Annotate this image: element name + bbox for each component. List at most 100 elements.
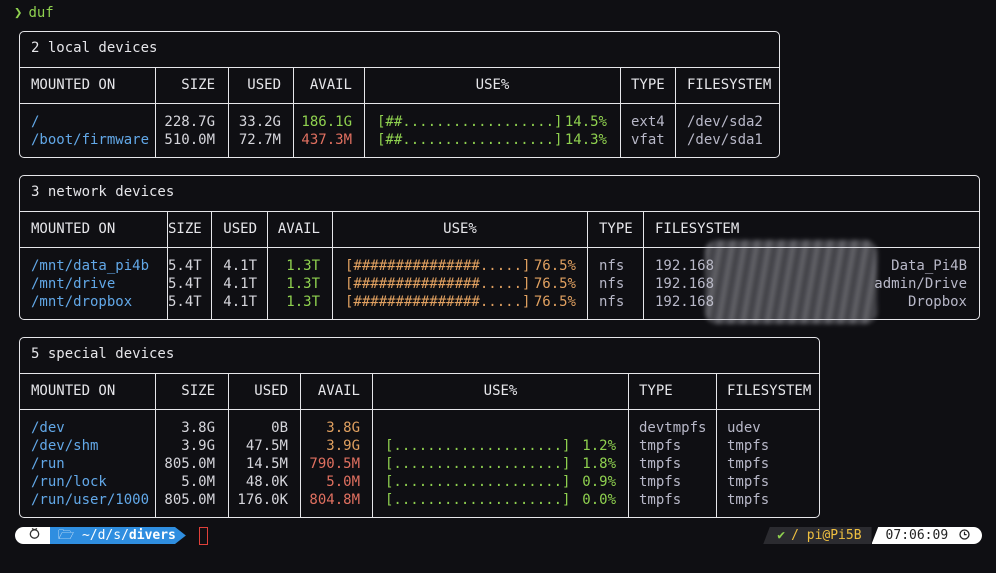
fs-type: tmpfs (639, 438, 682, 454)
used-value: 14.5M (245, 456, 288, 472)
avail-value: 5.0M (326, 474, 360, 490)
fs-type: nfs (599, 276, 625, 292)
clock-time: 07:06:09 (885, 528, 949, 543)
fs-type: devtmpfs (639, 420, 707, 436)
column-header-use-percent[interactable]: USE% (443, 221, 477, 237)
mount-point[interactable]: /boot/firmware (31, 132, 150, 148)
filesystem-device: /dev/sda2 (687, 114, 763, 130)
column-header-use-percent[interactable]: USE% (483, 383, 518, 399)
column-header-size[interactable]: SIZE (168, 221, 202, 237)
column-header-used[interactable]: USED (254, 383, 288, 399)
used-value: 33.2G (238, 114, 281, 130)
column-header-avail[interactable]: AVAIL (317, 383, 360, 399)
column-header-type[interactable]: TYPE (639, 383, 673, 399)
filesystem-device: udev (727, 420, 761, 436)
used-value: 4.1T (223, 294, 257, 310)
column-header-size[interactable]: SIZE (181, 383, 215, 399)
mount-point[interactable]: / (31, 114, 40, 130)
usage-percent: 76.5% (533, 258, 576, 274)
user-host-segment: ✔ / pi@Pi5B (763, 527, 872, 544)
network-devices-table: 3 network devices MOUNTED ON SIZE USED A… (19, 175, 980, 320)
column-header-filesystem[interactable]: FILESYSTEM (687, 77, 772, 93)
usage-bar: [##..................] (377, 132, 563, 148)
table-title: 5 special devices (31, 346, 175, 362)
filesystem-device: tmpfs (727, 438, 770, 454)
fs-type: vfat (631, 132, 665, 148)
filesystem-prefix: 192.168 (655, 294, 715, 310)
column-header-mounted-on[interactable]: MOUNTED ON (31, 221, 116, 237)
size-value: 5.0M (181, 474, 215, 490)
filesystem-prefix: 192.168 (655, 276, 715, 292)
filesystem-suffix: Data_Pi4B (891, 258, 967, 274)
usage-percent: 1.8% (582, 456, 616, 472)
avail-value: 790.5M (309, 456, 360, 472)
check-icon: ✔ (777, 528, 786, 543)
avail-value: 186.1G (301, 114, 352, 130)
size-value: 228.7G (164, 114, 215, 130)
usage-bar: [....................] (385, 456, 571, 472)
usage-percent: 0.9% (582, 474, 616, 490)
path-current: divers (128, 528, 176, 543)
usage-bar: [###############.....] (345, 294, 531, 310)
size-value: 5.4T (168, 258, 202, 274)
used-value: 72.7M (238, 132, 281, 148)
used-value: 4.1T (223, 276, 257, 292)
filesystem-suffix: Dropbox (907, 294, 967, 310)
column-header-avail[interactable]: AVAIL (309, 77, 352, 93)
prompt-status-right: ✔ / pi@Pi5B 07:06:09 (763, 527, 982, 544)
column-header-type[interactable]: TYPE (631, 77, 665, 93)
used-value: 4.1T (223, 258, 257, 274)
filesystem-device: tmpfs (727, 474, 770, 490)
local-devices-table: 2 local devices MOUNTED ON SIZE USED AVA… (19, 31, 780, 158)
table-title: 3 network devices (31, 184, 175, 200)
path-prefix: ~/d/s/ (81, 528, 129, 543)
column-header-used[interactable]: USED (247, 77, 281, 93)
usage-bar: [....................] (385, 492, 571, 508)
fs-type: ext4 (631, 114, 665, 130)
mount-point[interactable]: /dev (31, 420, 65, 436)
mount-point[interactable]: /dev/shm (31, 438, 99, 454)
column-header-type[interactable]: TYPE (599, 221, 633, 237)
user-host: pi@Pi5B (806, 528, 862, 543)
separator: / (791, 528, 799, 543)
mount-point[interactable]: /run/user/1000 (31, 492, 150, 508)
filesystem-device: /dev/sda1 (687, 132, 763, 148)
filesystem-device: tmpfs (727, 492, 770, 508)
mount-point[interactable]: /mnt/data_pi4b (31, 258, 150, 274)
usage-percent: 76.5% (533, 294, 576, 310)
time-segment: 07:06:09 (871, 527, 982, 544)
used-value: 47.5M (245, 438, 288, 454)
prompt-status-left: 🗁 ~/d/s/divers (15, 527, 186, 544)
column-header-use-percent[interactable]: USE% (475, 77, 510, 93)
terminal-cursor[interactable] (199, 527, 208, 545)
column-header-filesystem[interactable]: FILESYSTEM (655, 221, 740, 237)
mount-point[interactable]: /run/lock (31, 474, 107, 490)
prompt-symbol: ❯ (14, 5, 23, 21)
cwd-path: 🗁 ~/d/s/divers (50, 527, 186, 544)
column-header-mounted-on[interactable]: MOUNTED ON (31, 383, 116, 399)
usage-bar: [##..................] (377, 114, 563, 130)
usage-percent: 76.5% (533, 276, 576, 292)
column-header-mounted-on[interactable]: MOUNTED ON (31, 77, 116, 93)
column-header-avail[interactable]: AVAIL (277, 221, 320, 237)
usage-percent: 1.2% (582, 438, 616, 454)
mount-point[interactable]: /mnt/drive (31, 276, 116, 292)
usage-bar: [###############.....] (345, 258, 531, 274)
fs-type: nfs (599, 294, 625, 310)
table-title: 2 local devices (31, 40, 158, 56)
usage-bar: [###############.....] (345, 276, 531, 292)
column-header-used[interactable]: USED (223, 221, 257, 237)
avail-value: 1.3T (286, 276, 320, 292)
clock-icon (959, 529, 970, 540)
prompt-line: ❯ duf (14, 4, 54, 22)
mount-point[interactable]: /mnt/dropbox (31, 294, 133, 310)
filesystem-suffix: admin/Drive (874, 276, 967, 292)
mount-point[interactable]: /run (31, 456, 65, 472)
fs-type: tmpfs (639, 474, 682, 490)
column-header-filesystem[interactable]: FILESYSTEM (727, 383, 812, 399)
avail-value: 1.3T (286, 258, 320, 274)
column-header-size[interactable]: SIZE (181, 77, 215, 93)
size-value: 3.8G (181, 420, 215, 436)
fs-type: tmpfs (639, 492, 682, 508)
usage-percent: 0.0% (582, 492, 616, 508)
